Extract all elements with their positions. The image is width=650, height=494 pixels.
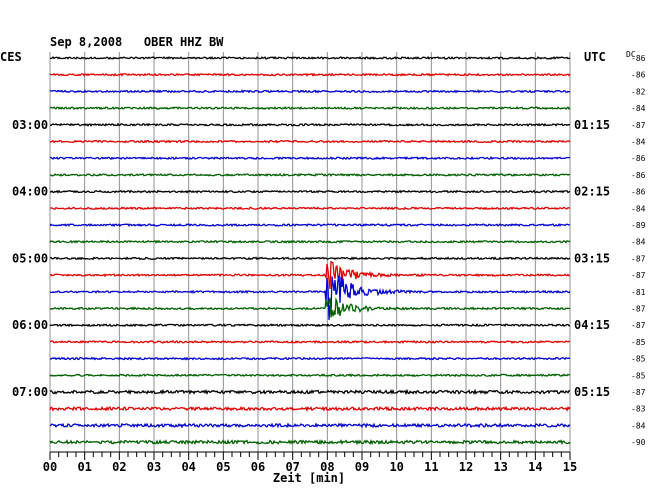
x-axis-label: Zeit [min] [273, 471, 345, 485]
dc-offset-label: -85 [631, 371, 646, 380]
x-axis: 00 01 02 03 04 05 06 07 08 09 10 11 12 13 14 15 [43, 451, 577, 474]
left-timezone-label: CES [0, 50, 22, 64]
dc-offset-label: -87 [631, 254, 646, 263]
trace-line [49, 189, 571, 194]
dc-offset-label: -86 [631, 171, 646, 180]
dc-offset-label: -81 [631, 288, 646, 297]
x-tick-label: 08 [320, 460, 334, 474]
trace-line [49, 405, 571, 413]
left-hour-label: 04:00 [12, 185, 48, 199]
x-tick-label: 05 [216, 460, 230, 474]
dc-offset-label: -90 [631, 438, 646, 447]
dc-offset-label: -83 [631, 405, 646, 414]
trace-line [49, 139, 571, 144]
trace-line [49, 239, 571, 244]
x-tick-label: 02 [112, 460, 126, 474]
trace-line [49, 156, 571, 161]
trace-line [49, 172, 570, 178]
right-hour-label: 01:15 [574, 118, 610, 132]
x-tick-label: 10 [389, 460, 403, 474]
dc-offset-label: -86 [631, 54, 646, 63]
chart-title: Sep 8,2008 OBER HHZ BW [50, 35, 224, 49]
x-tick-label: 00 [43, 460, 57, 474]
dc-offset-label: -87 [631, 305, 646, 314]
dc-offset-label: -84 [631, 421, 646, 430]
trace-line [49, 388, 571, 396]
left-hour-label: 05:00 [12, 251, 48, 265]
dc-offset-label: -84 [631, 238, 646, 247]
dc-offset-label: -84 [631, 204, 646, 213]
left-hour-label: 06:00 [12, 318, 48, 332]
x-tick-label: 06 [251, 460, 265, 474]
x-tick-label: 01 [77, 460, 91, 474]
trace-line [49, 422, 571, 429]
trace-line [49, 122, 571, 127]
right-hour-label: 04:15 [574, 318, 610, 332]
x-tick-label: 09 [355, 460, 369, 474]
trace-line [49, 206, 571, 211]
x-tick-label: 03 [147, 460, 161, 474]
x-tick-label: 15 [563, 460, 577, 474]
trace-line [49, 339, 571, 345]
dc-offset-label: -86 [631, 154, 646, 163]
dc-offset-label: -86 [631, 71, 646, 80]
trace-line [49, 72, 571, 77]
x-tick-label: 07 [285, 460, 299, 474]
dc-offset-label: -85 [631, 355, 646, 364]
dc-offset-label: -84 [631, 138, 646, 147]
trace-line [49, 89, 571, 94]
dc-offset-label: -89 [631, 221, 646, 230]
dc-offset-label: -87 [631, 388, 646, 397]
x-tick-label: 04 [181, 460, 195, 474]
trace-line [49, 373, 571, 378]
grid-lines [49, 52, 571, 452]
trace-line [49, 106, 571, 110]
dc-offset-label: -86 [631, 188, 646, 197]
x-tick-label: 11 [424, 460, 438, 474]
trace-line [49, 356, 571, 361]
x-tick-label: 13 [493, 460, 507, 474]
left-hour-label: 07:00 [12, 385, 48, 399]
x-tick-label: 14 [528, 460, 542, 474]
dc-offset-label: -82 [631, 87, 646, 96]
trace-line [49, 260, 571, 290]
trace-line [49, 55, 571, 61]
dc-offset-label: -87 [631, 121, 646, 130]
left-hour-label: 03:00 [12, 118, 48, 132]
x-tick-label: 12 [459, 460, 473, 474]
right-hour-label: 02:15 [574, 185, 610, 199]
dc-label: DC [626, 50, 636, 59]
trace-line [49, 275, 571, 320]
seismic-traces [49, 55, 571, 446]
dc-offset-label: -87 [631, 321, 646, 330]
trace-labels: 03:00 04:00 05:00 06:00 07:00 01:15 02:15 03:15… [12, 54, 646, 447]
trace-line [49, 297, 571, 318]
dc-offset-label: -84 [631, 104, 646, 113]
trace-line [49, 223, 571, 228]
trace-line [49, 438, 571, 446]
right-hour-label: 03:15 [574, 251, 610, 265]
trace-line [49, 256, 571, 261]
trace-line [49, 323, 570, 328]
dc-offset-label: -85 [631, 338, 646, 347]
right-timezone-label: UTC [584, 50, 606, 64]
right-hour-label: 05:15 [574, 385, 610, 399]
dc-offset-label: -87 [631, 271, 646, 280]
